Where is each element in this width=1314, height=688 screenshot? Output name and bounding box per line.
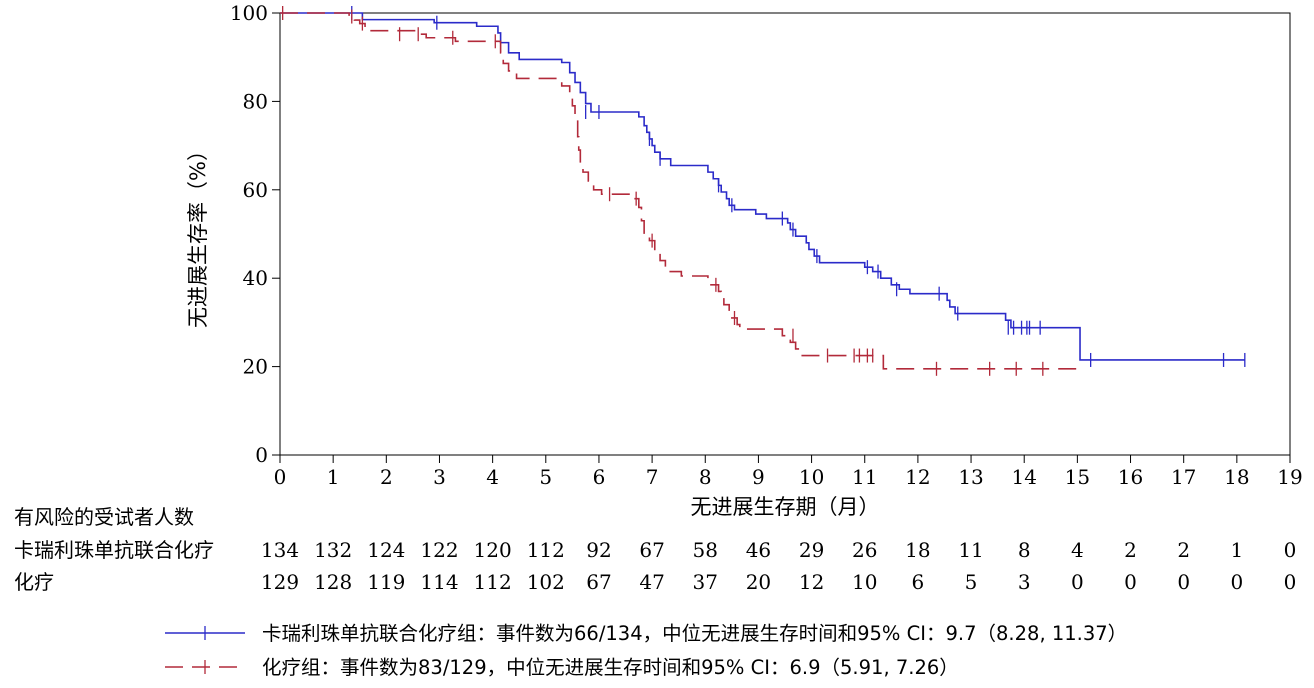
risk-count: 114 — [420, 570, 458, 594]
risk-count: 67 — [586, 570, 611, 594]
series-line-combo — [280, 12, 1245, 361]
y-axis-title: 无进展生存率（%） — [186, 140, 210, 328]
y-tick-label: 20 — [243, 355, 268, 379]
x-tick-label: 10 — [799, 465, 824, 489]
risk-count: 0 — [1230, 570, 1243, 594]
risk-count: 119 — [367, 570, 405, 594]
risk-count: 12 — [799, 570, 824, 594]
x-tick-label: 6 — [593, 465, 606, 489]
legend-text-combo: 卡瑞利珠单抗联合化疗组：事件数为66/134，中位无进展生存时间和95% CI：… — [262, 622, 1127, 645]
risk-count: 0 — [1071, 570, 1084, 594]
risk-count: 58 — [693, 538, 718, 562]
risk-count: 5 — [965, 570, 978, 594]
risk-count: 0 — [1177, 570, 1190, 594]
risk-table-header: 有风险的受试者人数 — [14, 505, 194, 529]
x-tick-label: 5 — [539, 465, 552, 489]
x-tick-label: 18 — [1224, 465, 1249, 489]
x-tick-label: 9 — [752, 465, 765, 489]
risk-count: 112 — [527, 538, 565, 562]
x-tick-label: 2 — [380, 465, 393, 489]
risk-count: 1 — [1230, 538, 1243, 562]
risk-count: 132 — [314, 538, 352, 562]
risk-count: 92 — [586, 538, 611, 562]
y-tick-label: 0 — [255, 443, 268, 467]
x-tick-label: 3 — [433, 465, 446, 489]
risk-count: 26 — [852, 538, 877, 562]
x-tick-label: 4 — [486, 465, 499, 489]
risk-count: 128 — [314, 570, 352, 594]
risk-count: 8 — [1018, 538, 1031, 562]
x-tick-label: 1 — [327, 465, 340, 489]
risk-count: 2 — [1177, 538, 1190, 562]
x-tick-label: 8 — [699, 465, 712, 489]
x-tick-label: 7 — [646, 465, 659, 489]
x-tick-label: 16 — [1118, 465, 1143, 489]
y-tick-label: 40 — [243, 266, 268, 290]
risk-count: 2 — [1124, 538, 1137, 562]
risk-count: 3 — [1018, 570, 1031, 594]
x-tick-label: 13 — [958, 465, 983, 489]
risk-count: 134 — [261, 538, 299, 562]
risk-count: 4 — [1071, 538, 1084, 562]
series-line-chemo — [280, 12, 1078, 370]
risk-count: 0 — [1124, 570, 1137, 594]
risk-count: 112 — [474, 570, 512, 594]
x-tick-label: 15 — [1065, 465, 1090, 489]
risk-count: 129 — [261, 570, 299, 594]
risk-count: 124 — [367, 538, 405, 562]
x-axis-title: 无进展生存期（月） — [691, 495, 880, 519]
y-tick-label: 60 — [243, 178, 268, 202]
risk-count: 37 — [693, 570, 718, 594]
x-tick-label: 0 — [274, 465, 287, 489]
risk-count: 67 — [639, 538, 664, 562]
risk-count: 29 — [799, 538, 824, 562]
x-tick-label: 12 — [905, 465, 930, 489]
y-tick-label: 100 — [230, 1, 268, 25]
legend-text-chemo: 化疗组：事件数为83/129，中位无进展生存时间和95% CI：6.9（5.91… — [262, 656, 959, 679]
risk-row-label: 卡瑞利珠单抗联合化疗 — [14, 538, 214, 562]
risk-count: 0 — [1284, 570, 1297, 594]
x-tick-label: 14 — [1011, 465, 1036, 489]
risk-count: 46 — [746, 538, 771, 562]
risk-count: 6 — [912, 570, 925, 594]
risk-count: 11 — [958, 538, 983, 562]
risk-count: 102 — [527, 570, 565, 594]
risk-count: 0 — [1284, 538, 1297, 562]
risk-row-label: 化疗 — [14, 570, 54, 594]
risk-count: 122 — [420, 538, 458, 562]
x-tick-label: 11 — [852, 465, 877, 489]
risk-count: 47 — [639, 570, 664, 594]
x-tick-label: 19 — [1277, 465, 1302, 489]
risk-count: 10 — [852, 570, 877, 594]
y-tick-label: 80 — [243, 89, 268, 113]
plot-frame — [279, 12, 1291, 456]
risk-count: 20 — [746, 570, 771, 594]
risk-count: 18 — [905, 538, 930, 562]
x-tick-label: 17 — [1171, 465, 1196, 489]
risk-count: 120 — [474, 538, 512, 562]
